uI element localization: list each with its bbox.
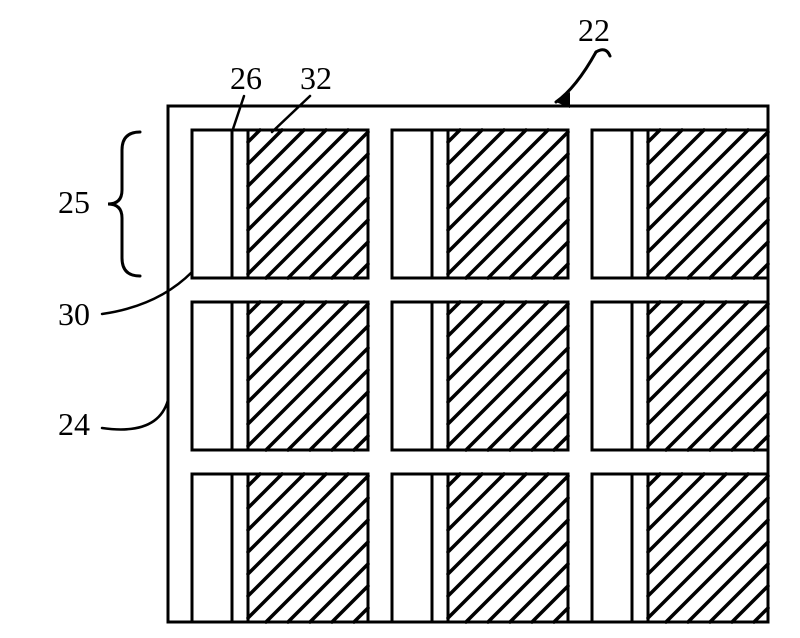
label-30: 30 (58, 296, 90, 333)
label-25: 25 (58, 184, 90, 221)
label-22: 22 (578, 12, 610, 49)
patent-figure (0, 0, 800, 638)
label-26: 26 (230, 60, 262, 97)
label-24: 24 (58, 406, 90, 443)
label-32: 32 (300, 60, 332, 97)
